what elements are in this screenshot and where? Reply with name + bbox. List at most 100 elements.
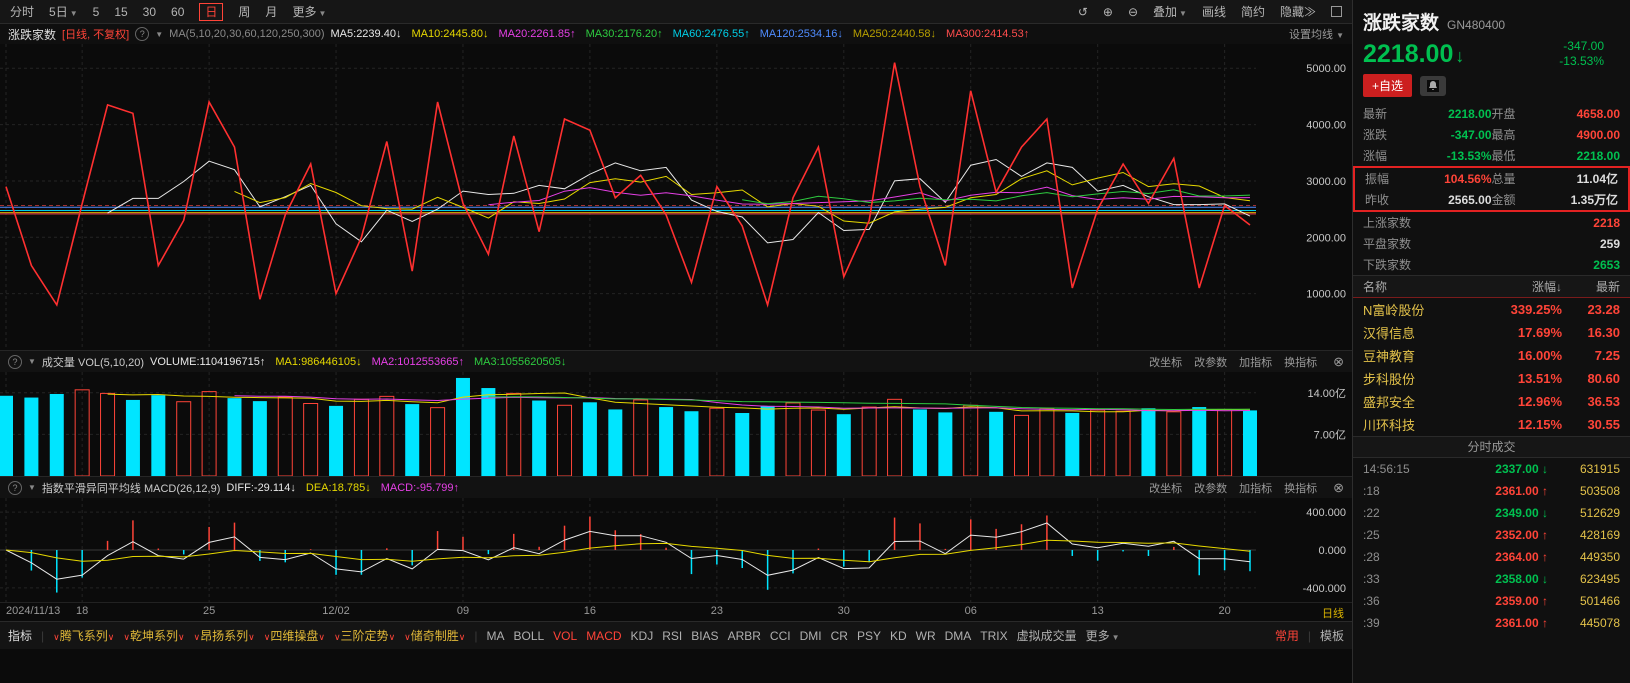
series-group-乾坤系列[interactable]: ∨乾坤系列∨ (123, 629, 185, 643)
fullscreen-icon[interactable] (1331, 6, 1342, 17)
add-watchlist-button[interactable]: +自选 (1363, 74, 1413, 97)
indicator-button-MACD[interactable]: MACD (586, 628, 622, 643)
stock-change-pct: 16.00% (1517, 348, 1562, 363)
main-chart[interactable]: 5000.00 4000.00 3000.00 2000.00 1000.00 (0, 44, 1352, 350)
svg-text:3000.00: 3000.00 (1306, 176, 1346, 188)
change-coordinate-button[interactable]: 改坐标 (1149, 482, 1183, 495)
trade-price: 2337.00 ↓ (1495, 462, 1548, 476)
indicator-menu-button[interactable]: 指标 (8, 629, 33, 643)
stock-change-pct: 12.15% (1517, 417, 1562, 432)
indicator-button-TRIX[interactable]: TRIX (980, 628, 1008, 643)
ranking-row[interactable]: 川环科技 12.15% 30.55 (1353, 413, 1630, 436)
indicator-button-BOLL[interactable]: BOLL (513, 628, 545, 643)
add-indicator-button[interactable]: 加指标 (1239, 482, 1273, 495)
undo-icon[interactable]: ↺ (1077, 4, 1088, 19)
toolbar-button-模板[interactable]: 模板 (1319, 629, 1344, 643)
trade-row: :33 2358.00 ↓ 623495 (1353, 568, 1630, 590)
ranking-col-name: 名称 (1363, 280, 1388, 294)
collapse-icon[interactable]: ▼ (28, 483, 36, 492)
alert-bell-button[interactable] (1420, 75, 1447, 96)
period-button-月[interactable]: 月 (265, 5, 278, 19)
help-icon[interactable]: ? (135, 27, 150, 41)
ranking-col-pct[interactable]: 涨幅↓ (1531, 280, 1562, 294)
ranking-row[interactable]: 盛邦安全 12.96% 36.53 (1353, 390, 1630, 413)
indicator-button-MA[interactable]: MA (486, 628, 505, 643)
ranking-row[interactable]: 步科股份 13.51% 80.60 (1353, 367, 1630, 390)
svg-text:7.00亿: 7.00亿 (1314, 428, 1346, 441)
ranking-row[interactable]: 豆神教育 16.00% 7.25 (1353, 344, 1630, 367)
trade-time: :22 (1363, 506, 1380, 520)
change-params-button[interactable]: 改参数 (1194, 482, 1228, 495)
period-button-15[interactable]: 15 (114, 4, 128, 19)
price-change-block: -347.00 -13.53% (1559, 39, 1604, 69)
ranking-row[interactable]: N富岭股份 339.25% 23.28 (1353, 298, 1630, 321)
period-button-日[interactable]: 日 (199, 2, 224, 21)
indicator-button-RSI[interactable]: RSI (662, 628, 683, 643)
period-button-更多[interactable]: 更多 ▼ (292, 5, 327, 19)
dropdown-arrow-icon: ▼ (1179, 9, 1187, 18)
period-button-5日[interactable]: 5日 ▼ (49, 5, 78, 19)
x-axis-label: 30 (837, 605, 850, 617)
stat-label: 最高 (1491, 128, 1516, 142)
period-buttons: 分时 5日 ▼ 5 15 30 60 日周月更多 ▼ (10, 2, 327, 21)
macd-chart[interactable]: 400.000 0.000 -400.000 (0, 498, 1352, 602)
help-icon[interactable]: ? (8, 480, 22, 495)
help-icon[interactable]: ? (8, 354, 22, 369)
switch-indicator-button[interactable]: 换指标 (1284, 482, 1318, 495)
period-button-分时[interactable]: 分时 (10, 5, 35, 19)
collapse-icon[interactable]: ▼ (28, 357, 36, 366)
chevron-icon: ∨ (388, 632, 396, 642)
draw-line-tool[interactable]: 画线 (1201, 5, 1226, 19)
zoom-out-icon[interactable]: ⊖ (1127, 4, 1139, 19)
ma-settings-button[interactable]: 设置均线 ▼ (1289, 29, 1344, 41)
indicator-button-ARBR[interactable]: ARBR (727, 628, 761, 643)
switch-indicator-button[interactable]: 换指标 (1284, 356, 1318, 369)
close-pane-icon[interactable]: ⊗ (1333, 353, 1344, 369)
legend-value: MA10:2445.80↓ (411, 28, 489, 40)
volume-chart[interactable]: 14.00亿 7.00亿 (0, 372, 1352, 476)
svg-text:1000.00: 1000.00 (1306, 289, 1346, 301)
indicator-button-CR[interactable]: CR (830, 628, 848, 643)
trade-time: :36 (1363, 594, 1380, 608)
indicator-button-VOL[interactable]: VOL (553, 628, 578, 643)
trade-volume: 449350 (1579, 550, 1620, 564)
change-params-button[interactable]: 改参数 (1194, 356, 1228, 369)
ranking-row[interactable]: 汉得信息 17.69% 16.30 (1353, 321, 1630, 344)
add-indicator-button[interactable]: 加指标 (1239, 356, 1273, 369)
ranking-header[interactable]: 名称 涨幅↓ 最新 (1353, 275, 1630, 298)
indicator-button-BIAS[interactable]: BIAS (691, 628, 719, 643)
close-pane-icon[interactable]: ⊗ (1333, 479, 1344, 495)
series-group-腾飞系列[interactable]: ∨腾飞系列∨ (53, 629, 115, 643)
price-change: -347.00 (1563, 39, 1604, 53)
indicator-button-PSY[interactable]: PSY (856, 628, 881, 643)
period-button-周[interactable]: 周 (238, 5, 251, 19)
indicator-button-CCI[interactable]: CCI (769, 628, 791, 643)
quote-stats-counts: 上涨家数 2218 平盘家数 259 下跌家数 2653 (1353, 212, 1630, 275)
x-axis-label: 16 (583, 605, 597, 617)
indicator-button-DMI[interactable]: DMI (799, 628, 822, 643)
macd-pane-controls: 改坐标 改参数 加指标 换指标 (1137, 480, 1317, 496)
hide-panel[interactable]: 隐藏≫ (1279, 5, 1316, 19)
indicator-button-DMA[interactable]: DMA (944, 628, 972, 643)
toolbar-button-常用[interactable]: 常用 (1274, 629, 1299, 643)
indicator-button-KD[interactable]: KD (889, 628, 907, 643)
period-button-5[interactable]: 5 (92, 4, 100, 19)
overlay-menu[interactable]: 叠加 ▼ (1153, 5, 1187, 19)
collapse-icon[interactable]: ▼ (155, 29, 164, 39)
change-coordinate-button[interactable]: 改坐标 (1149, 356, 1183, 369)
zoom-in-icon[interactable]: ⊕ (1102, 4, 1113, 19)
indicator-button-虚拟成交量[interactable]: 虚拟成交量 (1016, 629, 1077, 643)
indicator-button-KDJ[interactable]: KDJ (630, 628, 654, 643)
series-group-四维操盘[interactable]: ∨四维操盘∨ (263, 629, 325, 643)
stat-row: 最新 2218.00 开盘 4658.00 (1353, 103, 1630, 124)
stock-change-pct: 12.96% (1517, 394, 1562, 409)
indicator-button-更多[interactable]: 更多 ▼ (1085, 629, 1120, 643)
series-group-储奇制胜[interactable]: ∨储奇制胜∨ (404, 629, 466, 643)
simple-mode[interactable]: 简约 (1240, 5, 1265, 19)
series-group-昂扬系列[interactable]: ∨昂扬系列∨ (193, 629, 255, 643)
period-button-60[interactable]: 60 (171, 4, 185, 19)
period-button-30[interactable]: 30 (142, 4, 157, 19)
indicator-button-WR[interactable]: WR (915, 628, 936, 643)
macd-pane-header: ? ▼ 指数平滑异同平均线 MACD(26,12,9) DIFF:-29.114… (0, 476, 1352, 498)
series-group-三阶定势[interactable]: ∨三阶定势∨ (333, 629, 396, 643)
